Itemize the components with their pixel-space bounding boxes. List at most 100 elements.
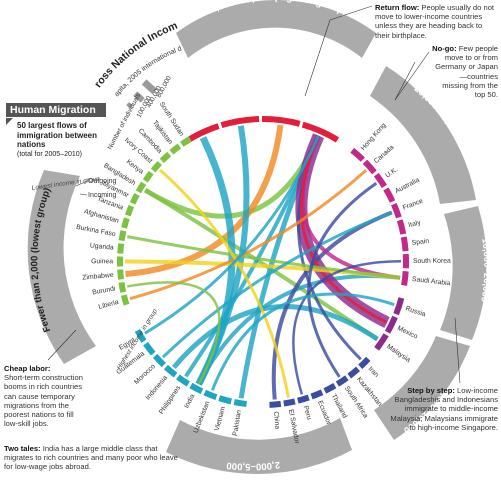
- country-segment: [150, 160, 162, 173]
- migration-flow: [129, 169, 368, 301]
- title-flag: [6, 118, 13, 125]
- country-segment: [358, 356, 371, 370]
- country-segment: [301, 121, 340, 143]
- band-upper: [370, 66, 476, 204]
- country-segment: [373, 172, 387, 188]
- country-segment: [117, 269, 125, 280]
- migration-flow: [144, 135, 320, 335]
- country-segment: [124, 204, 135, 217]
- country-label: Spain: [411, 238, 429, 247]
- country-segment: [142, 170, 154, 183]
- scale-bar-100k: [126, 102, 133, 109]
- annotation-cheap-labor-head: Cheap labor:: [4, 364, 51, 373]
- country-label: Morocco: [133, 363, 157, 386]
- country-label: Iran: [367, 366, 380, 379]
- migration-flow: [307, 182, 378, 378]
- country-segment: [393, 297, 405, 316]
- country-segment: [261, 116, 301, 127]
- country-segment: [180, 136, 192, 147]
- country-segment: [350, 147, 365, 162]
- country-segment: [269, 400, 282, 408]
- country-label: Liberia: [98, 299, 120, 311]
- axis-title: Gross National Income: [0, 0, 179, 90]
- country-segment: [218, 395, 232, 405]
- country-segment: [189, 382, 204, 395]
- country-label: Afghanistan: [83, 208, 120, 225]
- country-label: China: [272, 411, 281, 430]
- country-segment: [182, 123, 220, 146]
- country-segment: [384, 315, 398, 334]
- country-label: U.S.: [320, 111, 332, 126]
- band-low: [166, 418, 352, 474]
- country-segment: [220, 116, 260, 129]
- country-label: Guinea: [91, 258, 113, 265]
- scale-bar-800k: [141, 79, 157, 94]
- migration-flow: [159, 168, 290, 398]
- annotation-no-go: No-go: Few people move to or from German…: [432, 44, 498, 99]
- band-highest: [176, 0, 376, 58]
- country-segment: [169, 143, 182, 155]
- country-segment: [121, 217, 130, 229]
- group-label-low: 2,000–5,000: [226, 459, 281, 472]
- annotation-return-flow-body: People usually do not move to lower-inco…: [375, 3, 495, 40]
- country-segment: [129, 193, 140, 205]
- group-bands: [27, 0, 487, 474]
- country-label: Uzbekistan: [193, 400, 212, 434]
- country-segment: [297, 394, 310, 404]
- country-segment: [396, 219, 407, 235]
- country-segment: [335, 375, 349, 387]
- country-segment: [176, 374, 190, 387]
- scale-bar-400k: [133, 91, 145, 103]
- country-segment: [400, 236, 409, 252]
- annotation-two-tales: Two tales: India has a large middle clas…: [4, 444, 182, 472]
- country-label: Malaysia: [385, 343, 411, 364]
- legend-outgoing-pointer: [75, 180, 88, 187]
- country-segment: [118, 230, 127, 242]
- country-segment: [347, 366, 361, 379]
- country-label: Kenya: [125, 158, 145, 175]
- migration-flow: [161, 211, 393, 359]
- country-label: Thailand: [330, 393, 348, 420]
- annotation-no-go-body: Few people move to or from Germany or Ja…: [435, 44, 498, 100]
- annotation-two-tales-body: India has a large middle class that migr…: [4, 444, 178, 472]
- migration-flow: [292, 259, 402, 395]
- migration-flow: [299, 135, 388, 324]
- country-label: Russia: [404, 305, 426, 318]
- country-segment: [374, 333, 389, 351]
- scale-legend: 100,000 400,000 800,000 Number of indivi…: [107, 75, 173, 151]
- country-segment: [203, 389, 218, 401]
- country-label: Mexico: [396, 325, 419, 341]
- country-label: France: [402, 198, 424, 212]
- country-label: Uganda: [90, 242, 115, 251]
- country-label: Zimbabwe: [82, 272, 114, 282]
- country-label: Pakistan: [232, 409, 243, 436]
- country-segment: [391, 202, 402, 219]
- legend-outgoing: Outgoing: [88, 178, 117, 185]
- country-label: U.K.: [384, 166, 399, 179]
- country-label: Indonesia: [145, 374, 170, 401]
- country-label: Burundi: [92, 285, 117, 296]
- country-label: Saudi Arabia: [412, 276, 451, 287]
- axis-note: (per capita, 2005 international dollars): [0, 0, 183, 98]
- country-segment: [401, 271, 409, 286]
- country-segments: [117, 116, 409, 408]
- country-label: Australia: [394, 177, 421, 196]
- annotation-cheap-labor-body: Short-term construction booms in rich co…: [4, 373, 83, 429]
- country-label: Qatar: [187, 109, 201, 128]
- country-segment: [362, 159, 377, 175]
- group-label-upper-mid: 10,000–20,000: [478, 237, 492, 303]
- country-label: Hong Kong: [360, 122, 388, 152]
- country-label: Vietnam: [214, 405, 227, 431]
- country-segment: [117, 243, 125, 254]
- country-label: Philippines: [158, 384, 183, 416]
- migration-flow: [125, 124, 284, 278]
- annotation-pointers: [47, 5, 461, 384]
- country-segment: [135, 181, 147, 194]
- country-label: Canada: [373, 144, 396, 165]
- band-lower-mid: [374, 336, 470, 440]
- migration-flow: [171, 304, 379, 369]
- country-label: Singapore: [279, 82, 290, 114]
- country-segment: [159, 151, 172, 164]
- migration-flow: [126, 281, 221, 385]
- country-label: Burkina Faso: [75, 224, 116, 238]
